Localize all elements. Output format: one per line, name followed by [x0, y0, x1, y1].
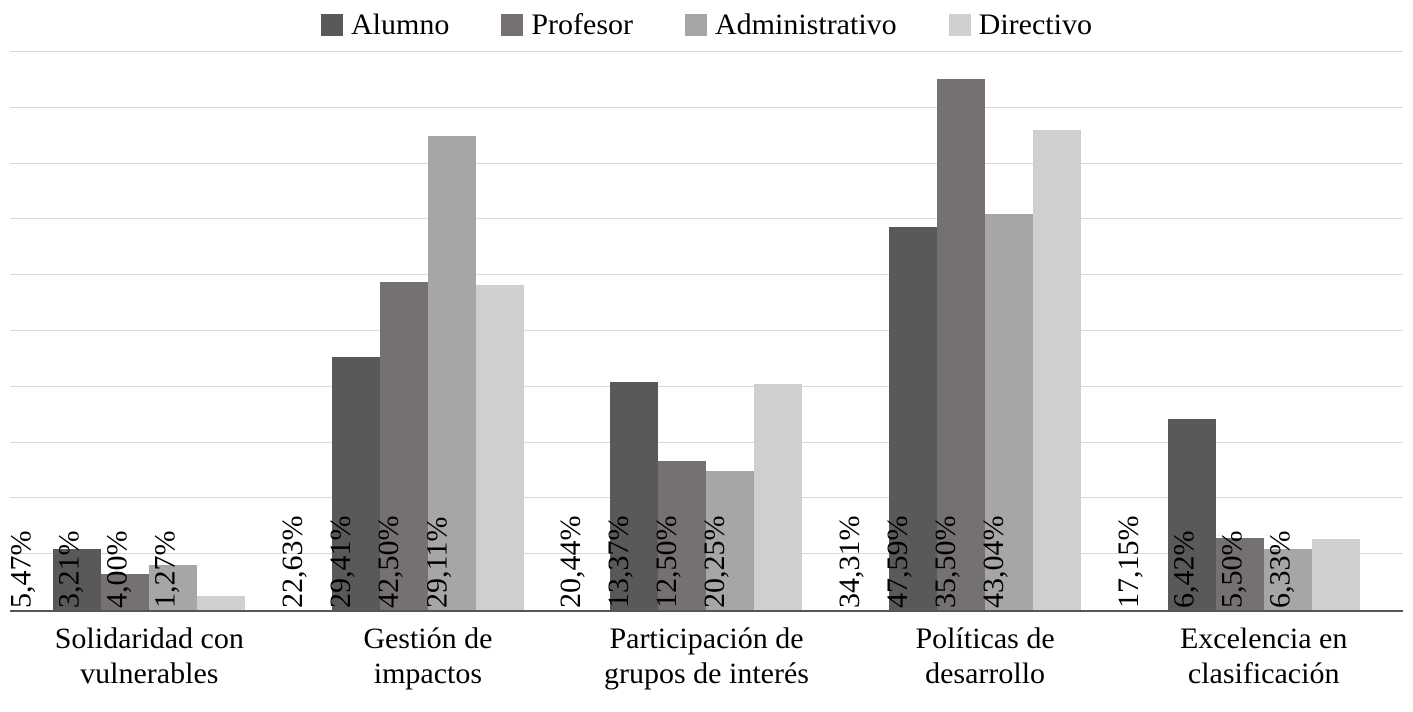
x-axis-label: Participación degrupos de interés: [576, 616, 836, 691]
bar: 47,59%: [937, 79, 985, 610]
bar: 22,63%: [332, 357, 380, 610]
bar: 1,27%: [197, 596, 245, 610]
bar: 4,00%: [149, 565, 197, 610]
plot-area: 5,47%3,21%4,00%1,27%22,63%29,41%42,50%29…: [10, 52, 1403, 612]
bar: 34,31%: [889, 227, 937, 610]
bar: 13,37%: [658, 461, 706, 610]
bar: 42,50%: [428, 136, 476, 610]
grouped-bar-chart: Alumno Profesor Administrativo Directivo…: [0, 0, 1413, 712]
bar-value-label: 22,63%: [276, 516, 310, 609]
bar: 35,50%: [985, 214, 1033, 610]
legend-label: Administrativo: [715, 8, 897, 42]
legend-item: Directivo: [949, 8, 1092, 42]
bar: 5,47%: [53, 549, 101, 610]
bar-value-label: 34,31%: [833, 516, 867, 609]
x-axis-label-line: desarrollo: [855, 657, 1115, 692]
bar-groups: 5,47%3,21%4,00%1,27%22,63%29,41%42,50%29…: [10, 52, 1403, 610]
x-axis-label: Gestión deimpactos: [298, 616, 558, 691]
x-axis-label-line: Políticas de: [855, 622, 1115, 657]
bar-value-label: 20,44%: [554, 516, 588, 609]
bar: 12,50%: [706, 471, 754, 611]
x-axis-label-line: vulnerables: [19, 657, 279, 692]
x-axis-label-line: Excelencia en: [1134, 622, 1394, 657]
bar-value-label: 5,47%: [5, 531, 39, 609]
bar-value-label: 17,15%: [1111, 516, 1145, 609]
legend-swatch: [501, 14, 523, 36]
bar: 29,11%: [476, 285, 524, 610]
x-axis-label: Excelencia enclasificación: [1134, 616, 1394, 691]
legend-label: Alumno: [351, 8, 449, 42]
bar: 17,15%: [1168, 419, 1216, 610]
legend-item: Administrativo: [685, 8, 897, 42]
legend: Alumno Profesor Administrativo Directivo: [0, 0, 1413, 50]
bar-group: 34,31%47,59%35,50%43,04%: [889, 52, 1081, 610]
bar: 5,50%: [1264, 549, 1312, 610]
x-axis-label-line: clasificación: [1134, 657, 1394, 692]
bar-group: 5,47%3,21%4,00%1,27%: [53, 52, 245, 610]
legend-item: Profesor: [501, 8, 633, 42]
x-axis-label-line: Participación de: [576, 622, 836, 657]
bar: 6,42%: [1216, 538, 1264, 610]
legend-swatch: [321, 14, 343, 36]
x-axis-label-line: Solidaridad con: [19, 622, 279, 657]
legend-label: Profesor: [531, 8, 633, 42]
bar: 29,41%: [380, 282, 428, 610]
bar: 3,21%: [101, 574, 149, 610]
bar: 20,44%: [610, 382, 658, 610]
legend-swatch: [685, 14, 707, 36]
bar: 20,25%: [754, 384, 802, 610]
legend-item: Alumno: [321, 8, 449, 42]
x-axis-label-line: impactos: [298, 657, 558, 692]
bar: 6,33%: [1312, 539, 1360, 610]
legend-label: Directivo: [979, 8, 1092, 42]
bar: 43,04%: [1033, 130, 1081, 610]
x-axis-label: Solidaridad convulnerables: [19, 616, 279, 691]
bar-group: 20,44%13,37%12,50%20,25%: [610, 52, 802, 610]
x-axis-label: Políticas dedesarrollo: [855, 616, 1115, 691]
bar-group: 22,63%29,41%42,50%29,11%: [332, 52, 524, 610]
bar-group: 17,15%6,42%5,50%6,33%: [1168, 52, 1360, 610]
x-axis-labels: Solidaridad convulnerables Gestión deimpa…: [10, 616, 1403, 712]
x-axis-label-line: grupos de interés: [576, 657, 836, 692]
x-axis-label-line: Gestión de: [298, 622, 558, 657]
legend-swatch: [949, 14, 971, 36]
